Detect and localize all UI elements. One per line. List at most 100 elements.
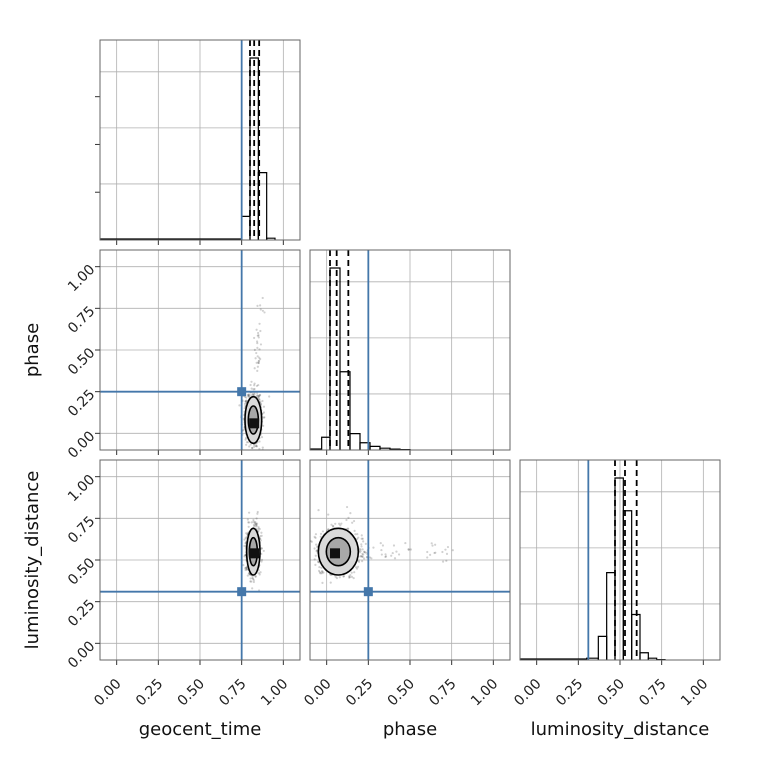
sample-point [257,526,260,529]
sample-point [361,552,364,555]
sample-point [246,574,249,577]
sample-point [244,400,248,403]
sample-point [256,512,259,515]
sample-point [255,328,258,331]
sample-point [348,576,351,579]
sample-point [254,575,257,578]
sample-point [380,553,383,556]
sample-point [361,555,364,558]
sample-point [247,395,250,398]
sample-point [384,553,387,556]
sample-point [258,356,261,359]
sample-point [342,575,345,578]
sample-point [253,445,256,448]
sample-point [320,566,323,569]
sample-point [250,580,253,583]
sample-point [360,543,363,546]
sample-point [256,369,259,372]
sample-point [379,541,382,545]
histogram-bar [369,445,381,450]
sample-point [259,571,262,574]
sample-point [258,394,261,397]
scatter-geocent-time-vs-phase: 0.00 0.25 0.50 0.75 1.00 [65,249,301,462]
sample-point [314,533,318,536]
histogram-bar [249,57,259,240]
sample-point [357,559,360,562]
sample-point [250,380,253,383]
sample-point [260,547,263,550]
sample-point [245,441,249,444]
y-tick-label: 1.00 [65,472,98,505]
histogram-bar [349,433,361,450]
sample-point [257,361,260,365]
sample-point [247,395,251,398]
sample-point [340,522,343,525]
sample-point [349,573,352,577]
sample-point [250,521,253,524]
sample-point [360,555,364,558]
sample-point [255,522,259,525]
density-peak [249,418,260,429]
sample-point [242,564,245,567]
sample-point [244,536,247,539]
sample-point [261,399,264,403]
sample-point [252,520,255,523]
sample-point [245,568,249,571]
sample-point [352,519,356,523]
sample-point [409,548,412,551]
sample-point [251,393,255,396]
sample-point [258,398,261,401]
sample-point [353,529,356,532]
sample-point [238,404,241,407]
sample-point [244,400,247,403]
density-peak [330,548,340,559]
sample-point [315,549,318,552]
sample-point [251,446,254,449]
sample-point [321,581,324,584]
sample-point [259,539,262,542]
sample-point [361,537,364,540]
sample-point [259,393,262,397]
sample-point [256,365,259,368]
sample-point [244,541,247,545]
sample-point [446,545,450,549]
sample-point [391,551,394,555]
sample-point [255,394,259,397]
sample-point [253,393,256,396]
sample-point [318,571,322,574]
histogram-bar [597,635,608,660]
histogram-bar [339,371,351,450]
sample-point [342,575,345,578]
sample-point [329,581,332,584]
sample-point [351,521,354,524]
sample-point [319,532,323,535]
x-tick-label: 1.00 [468,676,501,709]
sample-point [246,393,250,397]
x-tick-label: 0.25 [343,676,376,709]
sample-point [334,575,337,578]
sample-point [357,536,360,539]
x-tick-label: 0.50 [385,676,418,709]
histogram-bar [639,652,649,660]
sample-point [257,360,260,363]
y-tick-label: 0.25 [65,387,98,420]
sample-point [334,522,337,525]
sample-point [259,535,262,538]
x-tick-label: 0.75 [636,676,669,709]
sample-point [252,580,255,584]
histogram-bar [606,572,616,660]
sample-point [364,542,367,546]
sample-point [246,518,249,521]
sample-point [257,361,260,364]
sample-point [431,544,434,547]
sample-point [368,556,372,559]
sample-point [258,348,261,351]
x-tick-label: 0.50 [595,676,628,709]
sample-point [346,527,349,530]
sample-point [262,411,266,414]
histogram-bar [622,510,633,660]
sample-point [255,340,259,343]
sample-point [255,524,258,528]
sample-point [255,517,258,520]
